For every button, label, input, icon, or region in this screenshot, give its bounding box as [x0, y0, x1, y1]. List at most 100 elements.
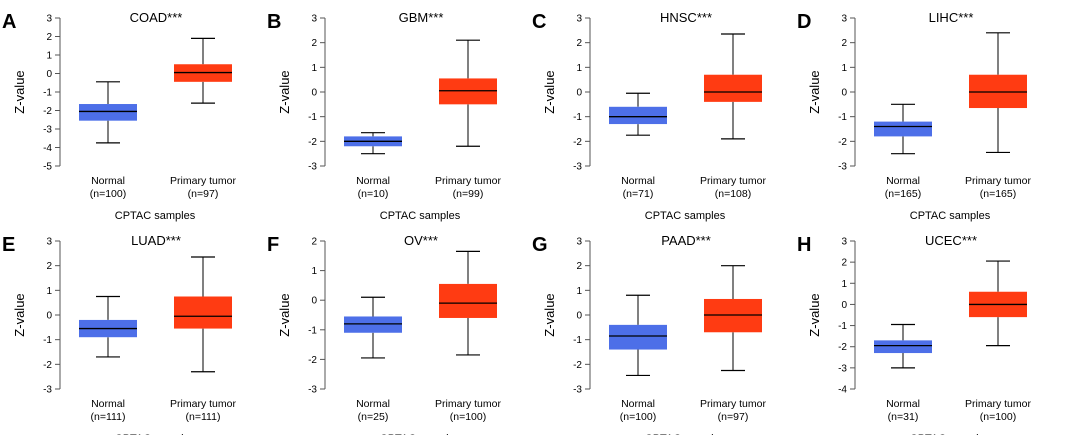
y-tick-label: 1 [46, 51, 52, 62]
y-tick-label: -4 [43, 143, 52, 154]
y-axis-label: Z-value [542, 293, 557, 336]
x-tick-label: Primary tumor [965, 175, 1031, 187]
y-tick-label: -1 [308, 325, 317, 336]
y-tick-label: 2 [311, 237, 317, 248]
iqr-box [874, 340, 932, 354]
y-tick-label: -1 [573, 112, 582, 123]
x-tick-count: (n=165) [885, 188, 921, 200]
x-tick-count: (n=10) [358, 188, 389, 200]
panel-h: H UCEC*** Z-value -4 -3 -2 -1 0 1 2 3 Normal(n=31) P… [797, 233, 1031, 435]
y-tick-label: 2 [46, 261, 52, 272]
x-tick-count: (n=111) [91, 411, 126, 423]
panel-g: G PAAD*** Z-value -3 -2 -1 0 1 2 3 Normal(n=100) Pr… [532, 233, 766, 435]
box-normal: Normal(n=71) [609, 92, 667, 200]
x-tick-count: (n=100) [980, 411, 1016, 423]
x-tick-label: Primary tumor [170, 175, 236, 187]
panel-title: LIHC*** [929, 10, 974, 25]
y-tick-label: 1 [841, 279, 847, 290]
x-tick-label: Normal [621, 175, 655, 187]
y-tick-label: -1 [838, 321, 847, 332]
y-tick-label: 0 [46, 69, 52, 80]
y-axis-label: Z-value [12, 293, 27, 336]
x-tick-label: Primary tumor [435, 175, 501, 187]
x-tick-count: (n=25) [358, 411, 389, 423]
y-tick-label: 0 [841, 88, 847, 99]
box-normal: Normal(n=25) [344, 296, 402, 423]
iqr-box [344, 316, 402, 333]
x-tick-label: Normal [91, 175, 125, 187]
x-tick-count: (n=111) [186, 411, 221, 423]
y-tick-label: 0 [311, 296, 317, 307]
panel-label: E [2, 234, 15, 256]
y-tick-label: -2 [308, 355, 317, 366]
x-tick-count: (n=108) [715, 188, 751, 200]
x-tick-count: (n=71) [623, 188, 654, 200]
y-tick-label: 2 [576, 261, 582, 272]
x-tick-count: (n=99) [453, 188, 484, 200]
box-normal: Normal(n=165) [874, 103, 932, 200]
panel-label: H [797, 234, 811, 256]
x-tick-label: Normal [356, 398, 390, 410]
iqr-box [609, 324, 667, 350]
panel-label: G [532, 234, 548, 256]
y-tick-label: -2 [43, 106, 52, 117]
y-tick-label: -2 [308, 137, 317, 148]
x-axis-label: CPTAC samples [115, 210, 196, 222]
y-tick-label: 2 [311, 38, 317, 49]
x-tick-label: Primary tumor [965, 398, 1031, 410]
y-tick-label: 3 [841, 14, 847, 25]
y-tick-label: 0 [311, 88, 317, 99]
box-tumor: Primary tumor(n=165) [965, 32, 1031, 200]
panel-label: B [267, 11, 281, 33]
panel-e: E LUAD***Z-value-3-2-10123Normal(n=111)Pr… [2, 233, 236, 435]
panel-title: LUAD*** [131, 233, 181, 248]
x-tick-label: Primary tumor [700, 398, 766, 410]
box-normal: Normal(n=100) [609, 294, 667, 423]
box-tumor: Primary tumor(n=111) [170, 256, 236, 423]
y-tick-label: -2 [573, 360, 582, 371]
x-tick-label: Primary tumor [700, 175, 766, 187]
x-axis-label: CPTAC samples [645, 433, 726, 435]
y-axis-label: Z-value [12, 70, 27, 113]
y-tick-label: -3 [838, 162, 847, 173]
x-tick-label: Normal [886, 175, 920, 187]
y-tick-label: -2 [838, 137, 847, 148]
y-tick-label: 3 [46, 237, 52, 248]
box-tumor: Primary tumor(n=97) [700, 265, 766, 423]
y-tick-label: 2 [841, 38, 847, 49]
panel-f: F OV*** Z-value -3 -2 -1 0 1 2 Normal(n=25) Primar… [267, 233, 501, 435]
y-tick-label: -3 [43, 385, 52, 396]
panel-title: PAAD*** [661, 233, 711, 248]
y-tick-label: -4 [838, 385, 847, 396]
box-tumor: Primary tumor(n=100) [435, 250, 501, 423]
box-tumor: Primary tumor(n=97) [170, 37, 236, 200]
y-tick-label: 2 [841, 258, 847, 269]
y-tick-label: 0 [841, 300, 847, 311]
x-axis-label: CPTAC samples [910, 210, 991, 222]
y-tick-label: 0 [46, 311, 52, 322]
box-tumor: Primary tumor(n=100) [965, 260, 1031, 423]
y-tick-label: 3 [311, 14, 317, 25]
iqr-box [439, 283, 497, 318]
y-tick-label: -3 [308, 162, 317, 173]
x-tick-count: (n=97) [188, 188, 219, 200]
y-tick-label: 3 [576, 14, 582, 25]
x-axis-label: CPTAC samples [645, 210, 726, 222]
box-normal: Normal(n=111) [79, 295, 137, 423]
y-tick-label: -1 [573, 335, 582, 346]
y-tick-label: 0 [576, 311, 582, 322]
y-tick-label: -1 [838, 112, 847, 123]
panel-a: A COAD*** Z-value -5 -4 -3 -2 -1 0 1 2 3 Normal(n=10… [2, 10, 236, 222]
iqr-box [79, 104, 137, 121]
y-tick-label: 1 [311, 63, 317, 74]
y-tick-label: 2 [576, 38, 582, 49]
panel-label: F [267, 234, 279, 256]
y-tick-label: -3 [308, 385, 317, 396]
y-tick-label: 1 [311, 266, 317, 277]
iqr-box [174, 296, 232, 329]
y-axis-label: Z-value [277, 293, 292, 336]
y-tick-label: 1 [46, 286, 52, 297]
y-tick-label: 1 [841, 63, 847, 74]
y-tick-label: 1 [576, 286, 582, 297]
